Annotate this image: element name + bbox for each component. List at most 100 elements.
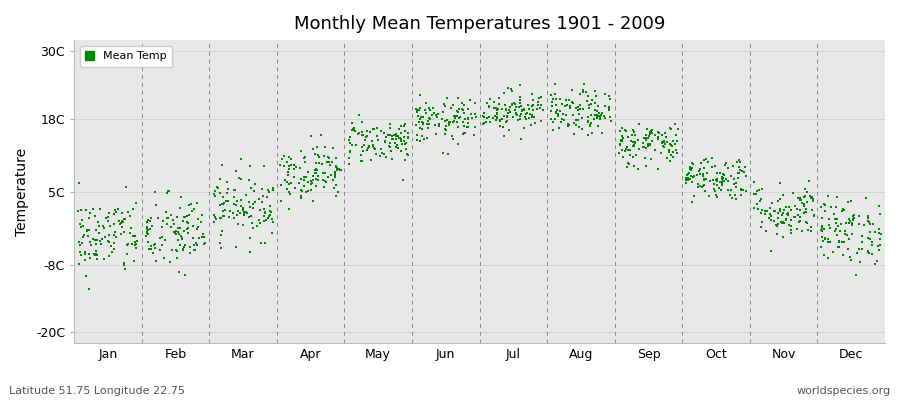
Point <box>311 176 326 183</box>
Point <box>679 180 693 186</box>
Point <box>421 105 436 111</box>
Point <box>734 186 748 192</box>
Point <box>233 210 248 216</box>
Point <box>580 119 595 126</box>
Point <box>865 241 879 248</box>
Point <box>382 132 397 138</box>
Point <box>165 247 179 253</box>
Point <box>89 241 104 248</box>
Point <box>493 118 508 124</box>
Point <box>727 192 742 198</box>
Point <box>629 152 643 158</box>
Point <box>514 111 528 117</box>
Point <box>93 238 107 244</box>
Point <box>491 95 506 102</box>
Point <box>495 106 509 112</box>
Point <box>208 192 222 199</box>
Point <box>409 122 423 128</box>
Point <box>389 132 403 139</box>
Point <box>800 220 814 226</box>
Point <box>450 119 464 125</box>
Point <box>503 104 517 110</box>
Point <box>814 227 829 234</box>
Point <box>791 194 806 201</box>
Point <box>227 194 241 200</box>
Point <box>845 222 859 228</box>
Point <box>432 121 446 128</box>
Point <box>256 193 270 199</box>
Point <box>297 155 311 161</box>
Point <box>639 162 653 169</box>
Point <box>799 206 814 212</box>
Point <box>176 218 190 225</box>
Point <box>509 110 524 116</box>
Point <box>184 200 198 207</box>
Point <box>262 213 276 220</box>
Point <box>500 118 514 124</box>
Point <box>126 206 140 212</box>
Point <box>644 156 659 162</box>
Point <box>90 219 104 225</box>
Point <box>874 231 888 237</box>
Point <box>827 228 842 234</box>
Point <box>247 224 261 231</box>
Point <box>572 102 587 108</box>
Point <box>758 211 772 218</box>
Point <box>354 152 368 158</box>
Point <box>817 236 832 242</box>
Point <box>310 167 324 173</box>
Point <box>567 120 581 126</box>
Point <box>393 147 408 154</box>
Point <box>550 107 564 114</box>
Point <box>261 215 275 221</box>
Point <box>70 208 85 214</box>
Point <box>455 106 470 113</box>
Point <box>458 116 473 122</box>
Point <box>76 232 91 238</box>
Point <box>549 102 563 108</box>
Point <box>626 154 640 160</box>
Point <box>415 119 429 126</box>
Point <box>416 120 430 127</box>
Point <box>162 188 176 195</box>
Point <box>683 164 698 170</box>
Point <box>117 229 131 235</box>
Point <box>260 194 274 201</box>
Point <box>305 198 320 204</box>
Point <box>719 160 733 166</box>
Point <box>773 180 788 187</box>
Point <box>805 194 819 200</box>
Point <box>427 110 441 116</box>
Point <box>721 187 735 194</box>
Point <box>216 200 230 207</box>
Point <box>847 212 861 218</box>
Point <box>454 106 469 112</box>
Point <box>219 198 233 204</box>
Point <box>711 184 725 191</box>
Point <box>488 112 502 119</box>
Point <box>699 176 714 182</box>
Point <box>160 190 175 196</box>
Point <box>181 220 195 226</box>
Point <box>518 107 532 113</box>
Point <box>614 137 628 143</box>
Point <box>400 151 414 157</box>
Point <box>639 131 653 138</box>
Point <box>328 174 342 180</box>
Point <box>773 205 788 212</box>
Point <box>167 230 182 236</box>
Point <box>248 188 262 194</box>
Point <box>826 211 841 218</box>
Point <box>764 213 778 220</box>
Point <box>239 210 254 216</box>
Point <box>74 206 88 213</box>
Point <box>113 221 128 228</box>
Point <box>102 253 116 259</box>
Point <box>217 212 231 219</box>
Point <box>709 177 724 184</box>
Point <box>170 248 184 254</box>
Point <box>370 137 384 143</box>
Point <box>355 144 369 150</box>
Point <box>544 92 558 98</box>
Point <box>256 206 271 212</box>
